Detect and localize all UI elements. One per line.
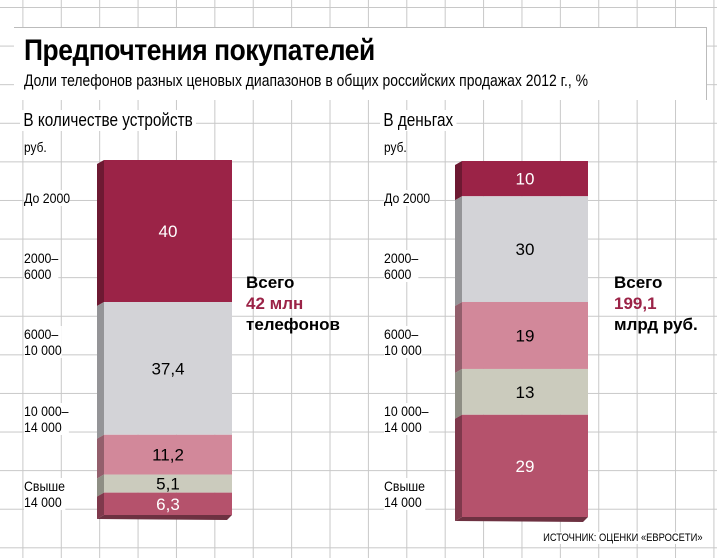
right-category-label: До 2000 [384, 190, 431, 206]
right-category-label: Свыше 14 000 [384, 478, 426, 510]
left-total-unit: телефонов [246, 315, 340, 334]
bar-segment [462, 161, 588, 197]
left-category-label: До 2000 [24, 190, 71, 206]
bar-segment [104, 302, 232, 435]
bar-value-label: 6,3 [156, 495, 180, 514]
right-total-unit: млрд руб. [614, 315, 698, 334]
right-category-label: 10 000– 14 000 [384, 403, 429, 435]
right-total: Всего 199,1 млрд руб. [614, 272, 698, 335]
left-category-label: 6000– 10 000 [24, 326, 62, 358]
right-total-label: Всего [614, 273, 663, 292]
bar-bottom-face [97, 515, 232, 520]
left-unit-label: руб. [24, 139, 47, 155]
left-category-label: Свыше 14 000 [24, 478, 66, 510]
bar-side-face [97, 302, 104, 439]
chart-subtitle: Доли телефонов разных ценовых диапазонов… [24, 71, 589, 90]
right-category-label: 6000– 10 000 [384, 326, 422, 358]
left-category-label: 10 000– 14 000 [24, 403, 69, 435]
right-chart-title: В деньгах [380, 110, 457, 131]
bar-side-face [97, 160, 104, 306]
bar-value-label: 13 [516, 383, 535, 402]
left-category-label: 2000– 6000 [24, 250, 59, 282]
bar-segment [462, 414, 588, 517]
bar-segment [462, 301, 588, 369]
right-total-value: 199,1 [614, 294, 657, 313]
right-category-label: 2000– 6000 [384, 250, 419, 282]
left-total-value: 42 млн [246, 294, 304, 313]
bar-value-label: 19 [516, 326, 535, 345]
bar-side-face [455, 196, 462, 306]
bar-value-label: 37,4 [151, 359, 184, 378]
bar-side-face [455, 368, 462, 419]
bar-segment [104, 492, 232, 515]
bar-value-label: 40 [159, 222, 178, 241]
chart-title: Предпочтения покупателей [24, 34, 375, 67]
source-note: ИСТОЧНИК: ОЦЕНКИ «ЕВРОСЕТИ» [543, 532, 703, 544]
bar-side-face [455, 161, 462, 201]
left-total: Всего 42 млн телефонов [246, 272, 340, 335]
bar-segment [104, 160, 232, 302]
bar-value-label: 11,2 [152, 446, 184, 465]
bar-side-face [455, 301, 462, 373]
bar-value-label: 5,1 [156, 475, 180, 494]
left-total-label: Всего [246, 273, 295, 292]
left-chart-title: В количестве устройств [20, 110, 197, 131]
bar-value-label: 10 [516, 170, 535, 189]
bar-side-face [97, 434, 104, 479]
bar-segment [104, 474, 232, 493]
bar-side-face [97, 474, 104, 497]
title-box: Предпочтения покупателей Доли телефонов … [14, 27, 707, 100]
bar-side-face [97, 492, 104, 519]
bar-bottom-face [455, 517, 588, 522]
bar-segment [462, 196, 588, 302]
bar-value-label: 29 [516, 457, 535, 476]
bar-side-face [455, 414, 462, 521]
bar-value-label: 30 [516, 240, 535, 259]
bar-segment [104, 434, 232, 475]
right-unit-label: руб. [384, 139, 407, 155]
bar-segment [462, 368, 588, 415]
